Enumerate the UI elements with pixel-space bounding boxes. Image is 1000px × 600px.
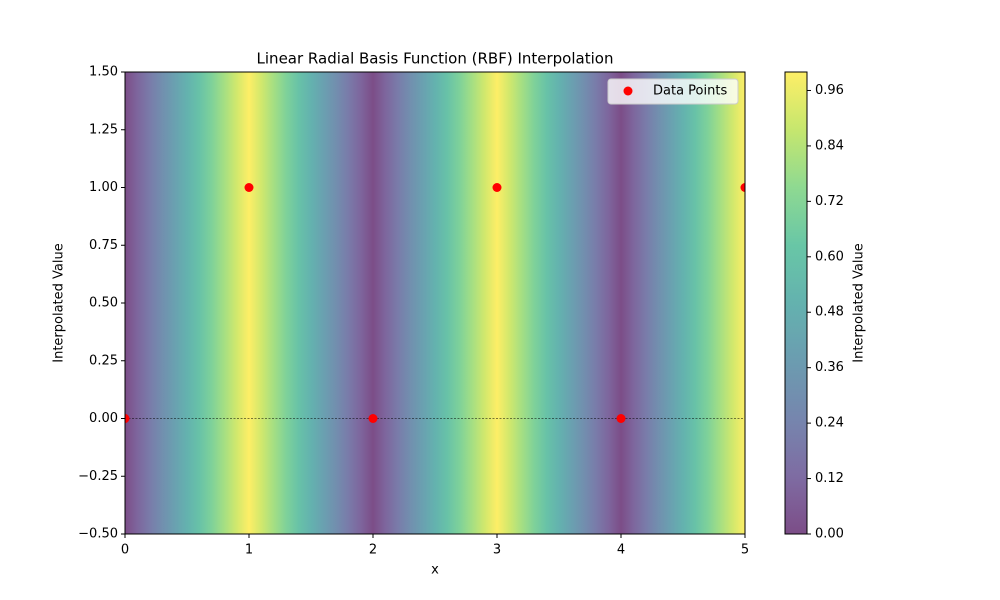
colorbar-tick-label: 0.96 <box>815 83 844 98</box>
x-tick-label: 2 <box>369 543 377 558</box>
colorbar-tick-label: 0.00 <box>815 527 844 542</box>
x-tick-label: 0 <box>121 543 129 558</box>
x-axis-label: x <box>431 563 439 578</box>
colorbar-tick-label: 0.60 <box>815 249 844 264</box>
y-tick-label: −0.50 <box>78 527 118 542</box>
y-tick-label: 1.50 <box>89 65 118 80</box>
data-point <box>492 183 502 192</box>
plot-area <box>125 72 745 534</box>
legend-label: Data Points <box>653 84 727 99</box>
y-tick-label: −0.25 <box>78 469 118 484</box>
colorbar-label: Interpolated Value <box>852 243 867 362</box>
data-point <box>125 414 130 423</box>
y-tick-label: 0.75 <box>89 238 118 253</box>
legend-marker <box>623 86 633 96</box>
data-point <box>244 183 254 192</box>
colorbar <box>785 72 807 534</box>
y-tick-label: 0.00 <box>89 411 118 426</box>
chart-title: Linear Radial Basis Function (RBF) Inter… <box>257 50 614 68</box>
legend-box <box>607 78 739 105</box>
colorbar-tick-label: 0.12 <box>815 471 844 486</box>
y-tick-label: 1.25 <box>89 122 118 137</box>
data-point <box>740 183 745 192</box>
colorbar-tick-label: 0.36 <box>815 360 844 375</box>
y-tick-label: 0.25 <box>89 353 118 368</box>
x-tick-label: 5 <box>741 543 749 558</box>
heatmap <box>125 72 745 534</box>
y-tick-label: 1.00 <box>89 180 118 195</box>
x-tick-label: 3 <box>493 543 501 558</box>
legend: Data Points <box>607 78 739 105</box>
colorbar-tick-label: 0.84 <box>815 138 844 153</box>
y-axis-label: Interpolated Value <box>52 243 67 362</box>
data-point <box>368 414 378 423</box>
y-tick-label: 0.50 <box>89 296 118 311</box>
colorbar-frame <box>784 71 808 535</box>
data-point <box>616 414 626 423</box>
x-tick-label: 4 <box>617 543 625 558</box>
x-tick-label: 1 <box>245 543 253 558</box>
colorbar-tick-label: 0.72 <box>815 194 844 209</box>
colorbar-tick-label: 0.48 <box>815 305 844 320</box>
colorbar-tick-label: 0.24 <box>815 416 844 431</box>
